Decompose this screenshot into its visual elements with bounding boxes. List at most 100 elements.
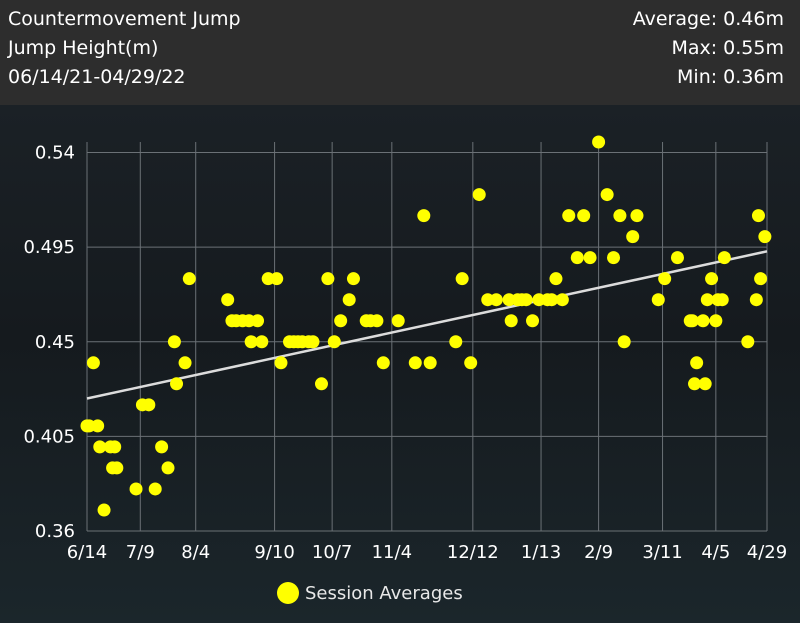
max-stat: Max: 0.55m [671, 37, 784, 59]
data-point[interactable] [526, 314, 540, 328]
data-point[interactable] [464, 356, 478, 370]
data-point[interactable] [455, 272, 469, 286]
data-point[interactable] [670, 251, 684, 265]
data-point[interactable] [651, 293, 665, 307]
chart-header: Countermovement Jump Jump Height(m) 06/1… [0, 0, 800, 105]
data-point[interactable] [182, 272, 196, 286]
data-point[interactable] [161, 461, 175, 475]
y-tick-label: 0.405 [23, 426, 75, 447]
y-tick-label: 0.54 [35, 143, 75, 164]
min-stat: Min: 0.36m [677, 66, 784, 88]
data-point[interactable] [314, 377, 328, 391]
chart-title: Countermovement Jump [8, 8, 241, 30]
data-point[interactable] [91, 419, 105, 433]
data-point[interactable] [583, 251, 597, 265]
data-point[interactable] [255, 335, 269, 349]
data-point[interactable] [449, 335, 463, 349]
data-point[interactable] [549, 272, 563, 286]
data-point[interactable] [749, 293, 763, 307]
data-point[interactable] [129, 482, 143, 496]
data-point[interactable] [630, 209, 644, 223]
legend[interactable]: Session Averages [277, 579, 463, 607]
legend-label: Session Averages [305, 582, 463, 604]
data-point[interactable] [489, 293, 503, 307]
data-point[interactable] [327, 335, 341, 349]
y-tick-label: 0.36 [35, 521, 75, 542]
data-point[interactable] [751, 209, 765, 223]
x-tick-label: 8/4 [181, 542, 210, 563]
data-point[interactable] [754, 272, 768, 286]
x-tick-label: 1/13 [521, 542, 561, 563]
data-point[interactable] [251, 314, 265, 328]
data-point[interactable] [688, 377, 702, 391]
data-point[interactable] [417, 209, 431, 223]
plot-background [0, 105, 800, 623]
data-point[interactable] [142, 398, 156, 412]
data-point[interactable] [690, 356, 704, 370]
data-point[interactable] [148, 482, 162, 496]
data-point[interactable] [613, 209, 627, 223]
data-point[interactable] [334, 314, 348, 328]
data-point[interactable] [221, 293, 235, 307]
data-point[interactable] [170, 377, 184, 391]
data-point[interactable] [758, 230, 772, 244]
data-point[interactable] [717, 251, 731, 265]
data-point[interactable] [167, 335, 181, 349]
data-point[interactable] [274, 356, 288, 370]
x-tick-label: 3/11 [642, 542, 682, 563]
x-tick-label: 9/10 [254, 542, 294, 563]
data-point[interactable] [519, 293, 533, 307]
data-point[interactable] [607, 251, 621, 265]
data-point[interactable] [698, 377, 712, 391]
data-point[interactable] [700, 293, 714, 307]
data-point[interactable] [709, 314, 723, 328]
data-point[interactable] [696, 314, 710, 328]
data-point[interactable] [705, 272, 719, 286]
data-point[interactable] [555, 293, 569, 307]
data-point[interactable] [472, 188, 486, 202]
data-point[interactable] [86, 356, 100, 370]
x-tick-label: 2/9 [584, 542, 613, 563]
x-tick-label: 11/4 [372, 542, 412, 563]
data-point[interactable] [110, 461, 124, 475]
legend-marker [277, 582, 299, 604]
data-point[interactable] [504, 314, 518, 328]
data-point[interactable] [306, 335, 320, 349]
data-point[interactable] [342, 293, 356, 307]
data-point[interactable] [178, 356, 192, 370]
data-point[interactable] [577, 209, 591, 223]
data-point[interactable] [108, 440, 122, 454]
data-point[interactable] [545, 293, 559, 307]
data-point[interactable] [244, 335, 258, 349]
y-tick-label: 0.495 [23, 237, 75, 258]
data-point[interactable] [600, 188, 614, 202]
y-tick-label: 0.45 [35, 332, 75, 353]
data-point[interactable] [617, 335, 631, 349]
data-point[interactable] [592, 135, 606, 149]
data-point[interactable] [155, 440, 169, 454]
data-point[interactable] [570, 251, 584, 265]
data-point[interactable] [715, 293, 729, 307]
data-point[interactable] [685, 314, 699, 328]
data-point[interactable] [321, 272, 335, 286]
x-tick-label: 12/12 [447, 542, 499, 563]
trend-line [86, 250, 768, 400]
data-point[interactable] [741, 335, 755, 349]
date-range: 06/14/21-04/29/22 [8, 66, 186, 88]
data-point[interactable] [423, 356, 437, 370]
data-point[interactable] [270, 272, 284, 286]
data-point[interactable] [370, 314, 384, 328]
data-point[interactable] [376, 356, 390, 370]
data-point[interactable] [346, 272, 360, 286]
x-tick-label: 10/7 [312, 542, 352, 563]
metric-label: Jump Height(m) [8, 37, 159, 59]
data-point[interactable] [93, 440, 107, 454]
data-point[interactable] [97, 503, 111, 517]
data-point[interactable] [391, 314, 405, 328]
data-point[interactable] [408, 356, 422, 370]
data-point[interactable] [562, 209, 576, 223]
data-point[interactable] [658, 272, 672, 286]
x-tick-label: 7/9 [126, 542, 155, 563]
data-point[interactable] [626, 230, 640, 244]
